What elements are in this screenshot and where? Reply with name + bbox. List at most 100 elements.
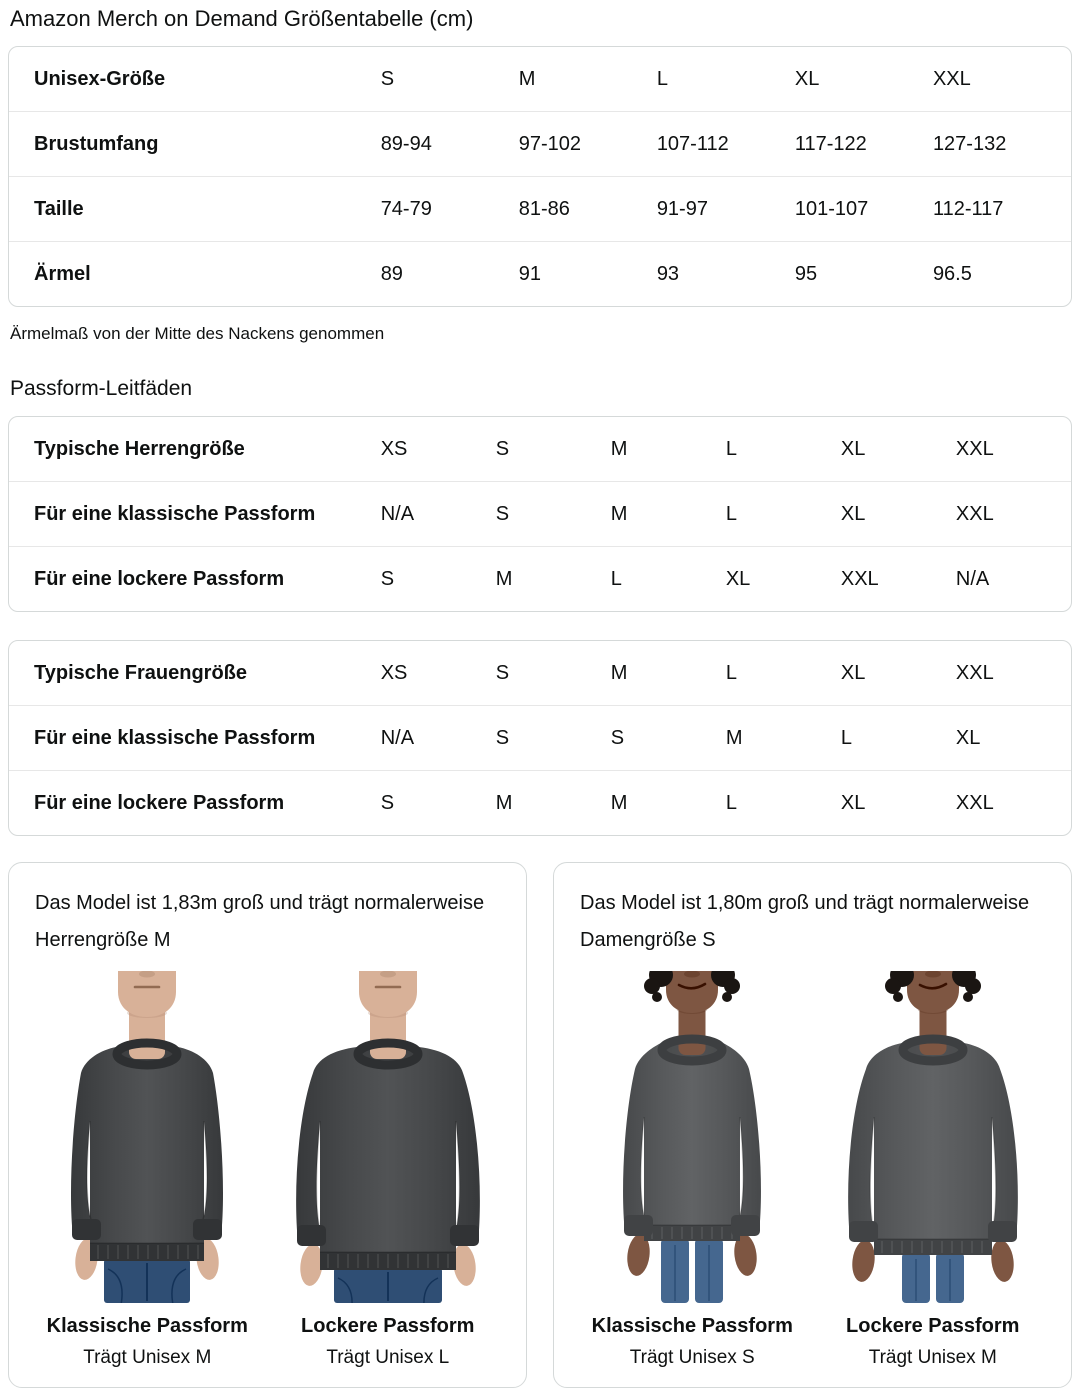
- size-value: 127-132: [932, 132, 1007, 155]
- size-value: XL: [725, 567, 751, 590]
- model-photo-classic-fit: [27, 971, 268, 1303]
- size-value: XXL: [955, 437, 994, 460]
- size-value: XL: [794, 67, 820, 90]
- table-row: Taille 74-79 81-86 91-97 101-107 112-117: [9, 176, 1071, 241]
- size-value: 89: [380, 262, 403, 285]
- size-caption: Trägt Unisex M: [868, 1347, 997, 1368]
- size-value: 91: [518, 262, 541, 285]
- size-value: L: [725, 791, 737, 814]
- size-value: 101-107: [794, 197, 869, 220]
- row-label: Taille: [34, 197, 84, 220]
- size-value: XXL: [840, 567, 879, 590]
- size-value: XXL: [955, 502, 994, 525]
- model-photo-loose-fit: [267, 971, 508, 1303]
- size-caption: Trägt Unisex M: [83, 1347, 212, 1368]
- size-value: M: [610, 437, 628, 460]
- photo-column-loose: Lockere Passform Trägt Unisex M: [812, 971, 1054, 1369]
- size-value: M: [610, 502, 628, 525]
- model-photo-loose-fit: [812, 971, 1053, 1303]
- size-value: M: [495, 791, 513, 814]
- size-value: XXL: [955, 661, 994, 684]
- table-row: Brustumfang 89-94 97-102 107-112 117-122…: [9, 111, 1071, 176]
- size-value: M: [495, 567, 513, 590]
- size-value: N/A: [380, 502, 415, 525]
- fit-caption: Lockere Passform: [301, 1315, 475, 1337]
- model-cards-row: Das Model ist 1,83m groß und trägt norma…: [8, 862, 1072, 1388]
- size-table: Unisex-Größe S M L XL XXL Brustumfang 89…: [8, 46, 1072, 307]
- model-card-women: Das Model ist 1,80m groß und trägt norma…: [553, 862, 1072, 1388]
- photo-column-classic: Klassische Passform Trägt Unisex M: [27, 971, 268, 1369]
- size-caption: Trägt Unisex S: [629, 1347, 755, 1368]
- row-label: Für eine lockere Passform: [34, 567, 285, 590]
- model-photos: Klassische Passform Trägt Unisex M Locke…: [27, 971, 508, 1369]
- model-photos: Klassische Passform Trägt Unisex S Locke…: [572, 971, 1053, 1369]
- size-value: XXL: [932, 67, 971, 90]
- fit-table-women: Typische Frauengröße XS S M L XL XXL Für…: [8, 640, 1072, 836]
- row-label: Ärmel: [34, 262, 91, 285]
- photo-column-loose: Lockere Passform Trägt Unisex L: [267, 971, 509, 1369]
- size-value: 95: [794, 262, 818, 285]
- model-description: Das Model ist 1,80m groß und trägt norma…: [580, 892, 1030, 951]
- fit-caption: Klassische Passform: [591, 1315, 793, 1337]
- fit-table-men: Typische Herrengröße XS S M L XL XXL Für…: [8, 416, 1072, 612]
- table-row: Für eine lockere Passform S M M L XL XXL: [9, 770, 1071, 835]
- size-value: XL: [840, 661, 866, 684]
- size-value: L: [725, 437, 737, 460]
- size-value: S: [380, 67, 395, 90]
- size-value: 117-122: [794, 132, 867, 155]
- size-value: 107-112: [656, 132, 729, 155]
- table-row: Typische Herrengröße XS S M L XL XXL: [9, 417, 1071, 481]
- size-value: M: [610, 791, 628, 814]
- model-description: Das Model ist 1,83m groß und trägt norma…: [35, 892, 485, 951]
- size-value: XL: [840, 437, 866, 460]
- row-label: Typische Herrengröße: [34, 437, 245, 460]
- page-title: Amazon Merch on Demand Größentabelle (cm…: [10, 6, 474, 31]
- size-value: M: [725, 726, 743, 749]
- row-label: Für eine lockere Passform: [34, 791, 285, 814]
- size-value: L: [725, 661, 737, 684]
- fit-caption: Lockere Passform: [846, 1315, 1020, 1337]
- size-value: XL: [840, 791, 866, 814]
- row-label: Unisex-Größe: [34, 67, 166, 90]
- size-value: 91-97: [656, 197, 708, 220]
- size-value: 74-79: [380, 197, 432, 220]
- row-label: Für eine klassische Passform: [34, 726, 316, 749]
- model-photo-classic-fit: [572, 971, 813, 1303]
- size-value: L: [840, 726, 852, 749]
- table-row: Unisex-Größe S M L XL XXL: [9, 47, 1071, 111]
- size-value: XS: [380, 661, 408, 684]
- table-row: Für eine klassische Passform N/A S S M L…: [9, 705, 1071, 770]
- size-value: L: [656, 67, 668, 90]
- size-value: 93: [656, 262, 680, 285]
- size-value: 81-86: [518, 197, 570, 220]
- size-value: M: [610, 661, 628, 684]
- size-value: N/A: [380, 726, 415, 749]
- size-value: M: [518, 67, 536, 90]
- size-value: S: [495, 502, 510, 525]
- size-value: XL: [955, 726, 981, 749]
- size-value: S: [380, 567, 395, 590]
- size-value: XL: [840, 502, 866, 525]
- photo-column-classic: Klassische Passform Trägt Unisex S: [572, 971, 813, 1369]
- table-row: Für eine lockere Passform S M L XL XXL N…: [9, 546, 1071, 611]
- fit-caption: Klassische Passform: [46, 1315, 248, 1337]
- size-value: 112-117: [932, 197, 1004, 220]
- table-row: Typische Frauengröße XS S M L XL XXL: [9, 641, 1071, 705]
- row-label: Typische Frauengröße: [34, 661, 248, 684]
- size-value: L: [725, 502, 737, 525]
- size-value: S: [610, 726, 625, 749]
- table-row: Für eine klassische Passform N/A S M L X…: [9, 481, 1071, 546]
- row-label: Brustumfang: [34, 132, 159, 155]
- row-label: Für eine klassische Passform: [34, 502, 316, 525]
- model-card-men: Das Model ist 1,83m groß und trägt norma…: [8, 862, 527, 1388]
- size-chart-footnote: Ärmelmaß von der Mitte des Nackens genom…: [10, 324, 385, 343]
- size-value: L: [610, 567, 622, 590]
- size-value: S: [495, 726, 510, 749]
- size-value: 96.5: [932, 262, 972, 285]
- size-value: S: [495, 437, 510, 460]
- table-row: Ärmel 89 91 93 95 96.5: [9, 241, 1071, 306]
- size-value: XXL: [955, 791, 994, 814]
- size-value: N/A: [955, 567, 990, 590]
- size-caption: Trägt Unisex L: [326, 1347, 450, 1368]
